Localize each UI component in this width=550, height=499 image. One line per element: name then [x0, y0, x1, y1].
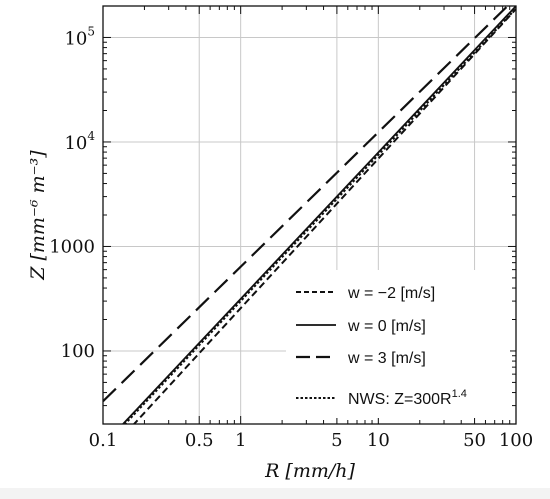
x-tick-labels: 0.1 0.5 1 5 10 50 100 [89, 430, 534, 451]
legend-label-w-0: w = 0 [m/s] [347, 318, 426, 335]
bottom-strip [0, 488, 550, 499]
series-line-1 [121, 6, 516, 424]
x-axis-label-unit: [mm/h] [285, 460, 355, 482]
y-tick-label: 104 [64, 129, 95, 154]
y-tick-label: 100 [61, 341, 95, 362]
legend-box [286, 270, 510, 418]
legend-label-nws-exp: 1.4 [452, 388, 467, 400]
x-tick-label: 50 [463, 430, 486, 451]
series-line-0 [132, 8, 516, 424]
series-line-2 [103, 6, 510, 403]
y-axis-label-main: Z [27, 266, 49, 281]
x-axis-label: R [mm/h] [264, 460, 355, 482]
x-axis-label-main: R [264, 460, 279, 482]
series-lines [103, 6, 516, 424]
legend: w = −2 [m/s] w = 0 [m/s] w = 3 [m/s] NWS… [286, 270, 510, 418]
y-tick-label: 1000 [49, 236, 95, 257]
y-tick-label: 105 [64, 24, 95, 49]
axis-ticks [102, 6, 517, 424]
y-axis-label: Z [mm⁻⁶ m⁻³] [27, 150, 49, 281]
y-tick-labels: 100 1000 104 105 [49, 24, 95, 362]
legend-label-nws-main: NWS: Z=300R [348, 391, 452, 408]
x-tick-label: 0.5 [185, 430, 214, 451]
x-tick-label: 10 [367, 430, 390, 451]
x-tick-label: 0.1 [89, 430, 118, 451]
legend-label-w-minus-2: w = −2 [m/s] [347, 285, 435, 302]
series-line-3 [123, 7, 516, 424]
x-tick-label: 5 [331, 430, 342, 451]
x-tick-label: 100 [499, 430, 533, 451]
legend-label-nws: NWS: Z=300R1.4 [348, 388, 467, 408]
x-tick-label: 1 [235, 430, 246, 451]
legend-label-w-3: w = 3 [m/s] [347, 350, 426, 367]
y-axis-label-unit: [mm⁻⁶ m⁻³] [27, 150, 49, 261]
